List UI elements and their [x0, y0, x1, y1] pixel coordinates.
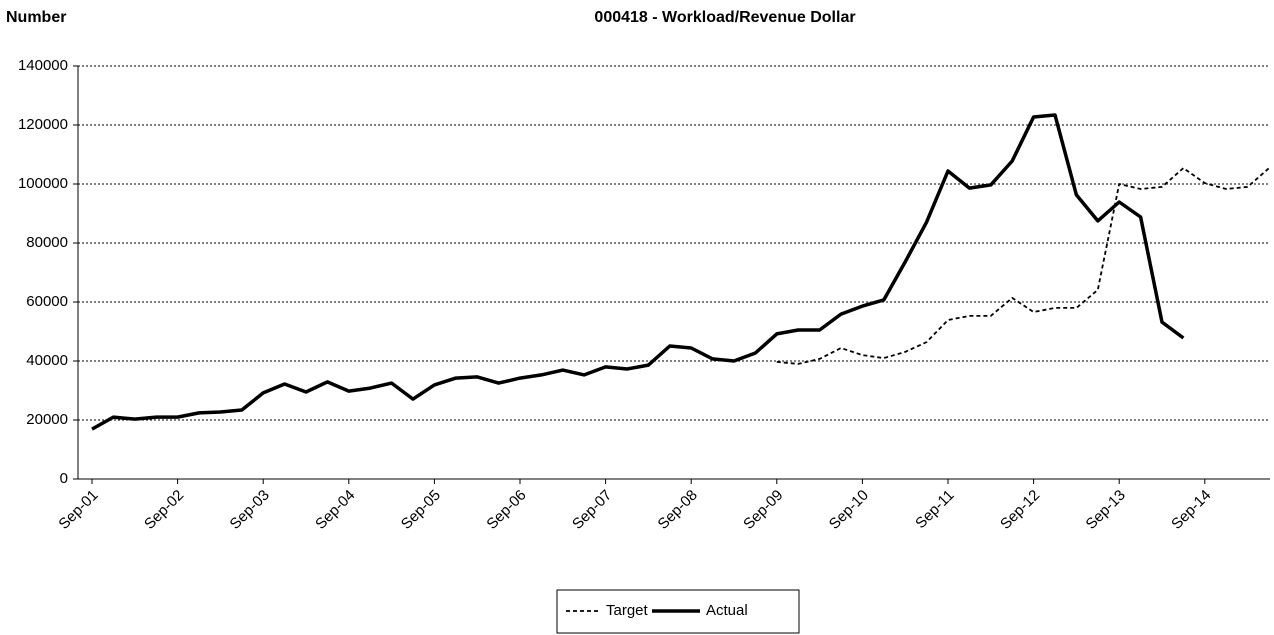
y-tick-label: 20000 [26, 411, 68, 428]
x-tick-label: Sep-11 [912, 487, 957, 532]
x-tick-label: Sep-05 [398, 487, 444, 533]
legend-label: Target [606, 602, 649, 619]
y-tick-label: 120000 [18, 116, 68, 133]
y-tick-label: 140000 [18, 57, 68, 74]
y-axis-label: Number [6, 9, 66, 26]
x-tick-label: Sep-12 [997, 487, 1043, 533]
x-tick-label: Sep-03 [227, 487, 273, 533]
y-tick-label: 40000 [26, 352, 68, 369]
x-tick-label: Sep-01 [55, 487, 101, 533]
x-tick-label: Sep-07 [569, 487, 615, 533]
y-tick-label: 60000 [26, 293, 68, 310]
x-tick-label: Sep-13 [1083, 487, 1129, 533]
series-line [91, 113, 1185, 431]
y-tick-label: 80000 [26, 234, 68, 251]
y-tick-label: 100000 [18, 175, 68, 192]
x-tick-label: Sep-02 [141, 487, 187, 533]
x-tick-label: Sep-08 [655, 487, 701, 533]
legend-label: Actual [706, 602, 748, 619]
series-line [776, 167, 1270, 365]
x-tick-label: Sep-06 [483, 487, 529, 533]
chart-title: 000418 - Workload/Revenue Dollar [594, 9, 855, 26]
y-tick-label: 0 [60, 470, 68, 487]
x-tick-label: Sep-04 [312, 487, 358, 533]
x-tick-label: Sep-09 [740, 487, 786, 533]
x-tick-label: Sep-10 [826, 487, 872, 533]
x-tick-label: Sep-14 [1168, 487, 1214, 533]
